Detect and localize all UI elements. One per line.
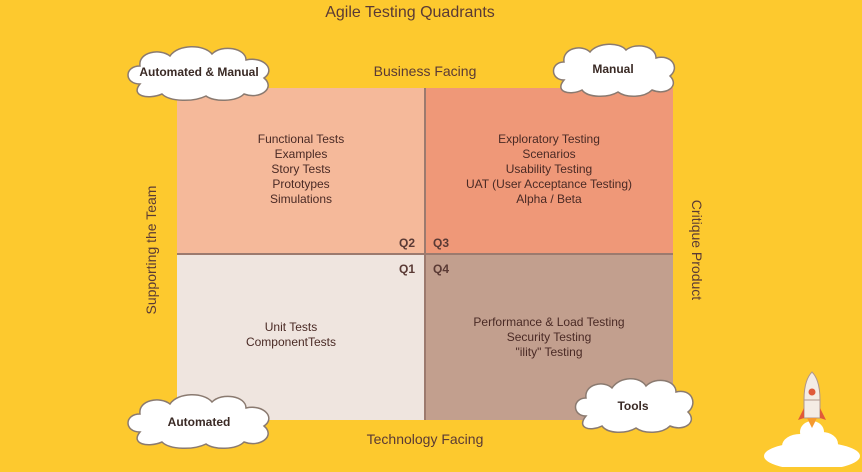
q3-item: Scenarios (522, 147, 576, 161)
q3-item: UAT (User Acceptance Testing) (465, 177, 633, 191)
quadrant-id-q4: Q4 (433, 262, 450, 276)
cloud-manual: Manual (546, 42, 680, 98)
quadrant-q3: Exploratory Testing Scenarios Usability … (425, 88, 673, 254)
cloud-label-tools: Tools (617, 399, 649, 413)
quadrant-id-q2: Q2 (398, 236, 415, 250)
q1-item: ComponentTests (245, 335, 337, 349)
q4-item: Performance & Load Testing (473, 315, 625, 329)
q2-item: Simulations (269, 192, 333, 206)
axis-label-supporting-team: Supporting the Team (143, 185, 159, 315)
quadrant-id-q1: Q1 (398, 262, 415, 276)
axis-label-technology-facing: Technology Facing (366, 431, 484, 447)
q4-item-list: Performance & Load Testing Security Test… (425, 315, 673, 360)
quadrant-q2: Functional Tests Examples Story Tests Pr… (177, 88, 425, 254)
cloud-automated-manual: Automated & Manual (118, 44, 280, 102)
q3-item: Alpha / Beta (516, 192, 582, 206)
q2-item: Prototypes (272, 177, 330, 191)
quadrant-q1: Q1 Unit Tests ComponentTests (177, 254, 425, 420)
q1-item-list: Unit Tests ComponentTests (167, 320, 415, 350)
cloud-icon (574, 378, 694, 433)
quadrant-id-q3: Q3 (433, 236, 450, 250)
quadrant-grid: Functional Tests Examples Story Tests Pr… (177, 88, 673, 420)
q4-item: Security Testing (506, 330, 592, 344)
q2-item: Functional Tests (257, 132, 345, 146)
q3-item-list: Exploratory Testing Scenarios Usability … (425, 132, 673, 207)
cloud-icon (127, 394, 270, 449)
cloud-label-manual: Manual (592, 62, 634, 76)
q3-item: Usability Testing (505, 162, 593, 176)
q3-item: Exploratory Testing (498, 132, 600, 146)
cloud-icon (552, 43, 676, 97)
q2-item: Story Tests (271, 162, 331, 176)
horizontal-divider (177, 253, 673, 255)
quadrant-q4: Q4 Performance & Load Testing Security T… (425, 254, 673, 420)
q2-item-list: Functional Tests Examples Story Tests Pr… (177, 132, 425, 207)
cloud-tools: Tools (568, 376, 698, 434)
q4-item: "ility" Testing (515, 345, 583, 359)
cloud-icon (127, 46, 270, 101)
q2-item: Examples (274, 147, 328, 161)
rocket-icon (760, 370, 860, 470)
diagram-title: Agile Testing Quadrants (325, 4, 495, 21)
axis-label-critique-product: Critique Product (689, 199, 705, 301)
cloud-label-automated: Automated (167, 415, 231, 429)
q1-item: Unit Tests (264, 320, 318, 334)
axis-label-business-facing: Business Facing (373, 63, 477, 79)
cloud-automated: Automated (118, 392, 280, 450)
cloud-label-automated-manual: Automated & Manual (139, 65, 259, 79)
